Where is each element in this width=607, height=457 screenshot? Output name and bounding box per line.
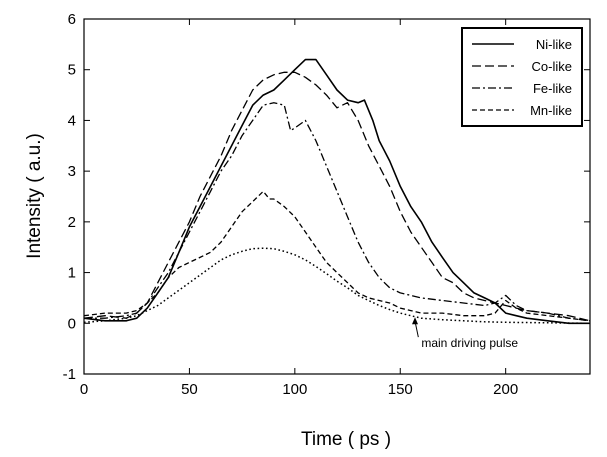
- series-line-mn-like: [83, 190, 591, 322]
- x-tick-label: 0: [80, 381, 88, 398]
- y-tick-label: -1: [63, 366, 76, 383]
- series-line-fe-like: [84, 102, 591, 322]
- legend-label: Fe-like: [533, 81, 572, 96]
- legend-label: Co-like: [532, 59, 572, 74]
- y-tick-label: 1: [68, 265, 76, 282]
- y-tick-label: 2: [68, 214, 76, 231]
- y-tick-label: 0: [68, 315, 76, 332]
- y-tick-label: 3: [68, 163, 76, 180]
- x-tick-label: 100: [282, 381, 307, 398]
- series-line-unlabeled-4: [83, 247, 591, 325]
- plot-frame: [83, 18, 591, 375]
- y-axis-label: Intensity ( a.u.): [24, 133, 45, 259]
- x-tick-label: 200: [493, 381, 518, 398]
- annotation-text: main driving pulse: [421, 336, 518, 350]
- x-tick-label: 50: [181, 381, 198, 398]
- series-line-ni-like: [83, 58, 590, 325]
- legend: Ni-like Co-like Fe-like Mn-like: [461, 27, 583, 127]
- y-tick-label: 4: [68, 112, 76, 129]
- x-axis-label: Time ( ps ): [301, 429, 391, 450]
- legend-label: Mn-like: [530, 103, 572, 118]
- x-tick-label: 150: [388, 381, 413, 398]
- annotation-arrowhead: [412, 317, 419, 325]
- y-tick-label: 6: [68, 11, 76, 28]
- legend-label: Ni-like: [536, 37, 572, 52]
- y-tick-label: 5: [68, 62, 76, 79]
- series-line-co-like: [83, 71, 591, 322]
- series-layer: [83, 58, 591, 325]
